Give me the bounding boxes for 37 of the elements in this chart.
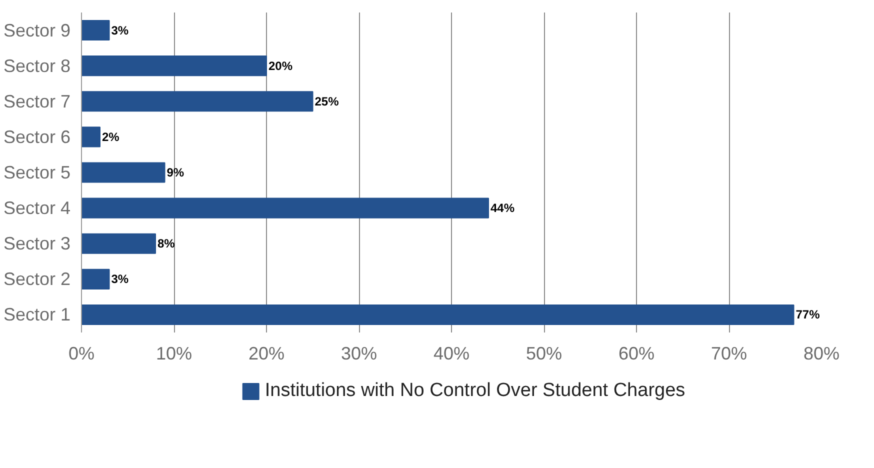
x-tick-label: 50% <box>526 344 562 364</box>
y-tick-label: Sector 1 <box>3 304 71 325</box>
y-tick-label: Sector 8 <box>3 56 71 76</box>
data-label: 8% <box>158 236 176 251</box>
x-tick-label: 20% <box>248 344 285 364</box>
data-label: 20% <box>268 58 293 73</box>
bar <box>82 20 110 41</box>
y-tick-label: Sector 9 <box>3 20 71 40</box>
bar <box>82 126 100 148</box>
data-label: 9% <box>166 166 184 180</box>
x-tick-label: 30% <box>340 344 378 364</box>
data-label: 77% <box>796 308 820 322</box>
x-tick-label: 80% <box>803 344 840 364</box>
data-label: 44% <box>490 201 515 216</box>
bar <box>82 268 110 290</box>
x-tick-label: 0% <box>68 344 95 364</box>
bar <box>82 91 314 112</box>
y-tick-label: Sector 3 <box>3 234 71 254</box>
data-label: 25% <box>314 94 340 108</box>
data-label: 3% <box>111 23 129 38</box>
y-tick-label: Sector 2 <box>3 269 71 290</box>
y-tick-label: Sector 7 <box>3 91 71 112</box>
bar <box>82 56 267 76</box>
bar <box>82 162 166 183</box>
data-label: 3% <box>111 272 129 286</box>
bar <box>82 304 794 325</box>
y-tick-label: Sector 4 <box>3 198 71 218</box>
data-label: 2% <box>102 130 120 144</box>
y-tick-label: Sector 6 <box>3 126 71 147</box>
bar <box>82 233 156 254</box>
x-tick-label: 70% <box>710 344 748 364</box>
bar <box>82 198 489 218</box>
x-tick-label: 10% <box>156 344 192 364</box>
x-tick-label: 60% <box>618 344 655 364</box>
y-tick-label: Sector 5 <box>3 162 71 182</box>
legend-label: Institutions with No Control Over Student Charges <box>264 380 686 402</box>
x-tick-label: 40% <box>433 344 470 364</box>
